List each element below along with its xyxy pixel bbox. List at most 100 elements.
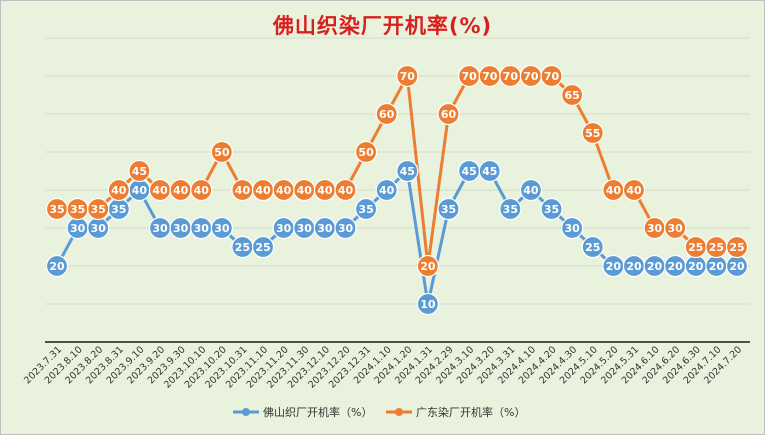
data-label: 25 [729,241,744,254]
data-label: 35 [70,203,85,216]
data-label: 20 [626,260,642,273]
data-point [437,197,460,221]
data-label: 40 [379,184,395,197]
data-label: 10 [420,298,436,311]
data-point [622,178,646,202]
data-label: 40 [317,184,333,197]
legend-marker [395,408,403,416]
data-label: 45 [461,165,476,178]
data-point [540,64,563,88]
data-label: 40 [606,184,622,197]
data-point [499,197,522,221]
data-label: 65 [564,89,579,102]
data-label: 30 [317,222,333,235]
data-label: 30 [564,222,580,235]
data-label: 40 [152,184,168,197]
data-label: 70 [544,70,560,83]
data-point [519,178,543,202]
data-label: 35 [441,203,456,216]
data-label: 70 [461,70,477,83]
data-label: 70 [400,70,416,83]
data-point [396,64,419,88]
data-label: 30 [338,222,354,235]
legend-label: 佛山织厂开机率（%） [263,405,372,419]
data-label: 60 [379,108,395,121]
data-point [478,159,501,183]
data-label: 40 [626,184,642,197]
data-point [416,292,440,316]
data-point [375,178,398,202]
data-label: 30 [647,222,663,235]
data-label: 30 [70,222,86,235]
data-label: 20 [49,260,65,273]
data-point [210,140,233,164]
data-label: 70 [482,70,498,83]
data-label: 35 [358,203,373,216]
data-label: 30 [173,222,189,235]
data-label: 70 [523,70,539,83]
data-label: 35 [49,203,64,216]
legend-label: 广东染厂开机率（%） [416,405,525,419]
data-label: 25 [235,241,250,254]
data-label: 30 [668,222,684,235]
data-point [107,178,130,202]
data-point [581,235,604,259]
data-label: 30 [152,222,168,235]
data-point [561,83,584,107]
data-point [396,159,419,183]
data-label: 40 [276,184,292,197]
data-point [354,140,378,164]
data-label: 55 [585,127,600,140]
data-point [540,197,563,221]
data-point [45,254,69,278]
data-point [334,178,357,202]
data-label: 45 [400,165,415,178]
legend: 佛山织厂开机率（%） 广东染厂开机率（%） [233,405,525,419]
data-point [251,235,275,259]
data-label: 40 [255,184,271,197]
data-label: 25 [585,241,600,254]
legend-marker [242,408,250,416]
data-label: 30 [91,222,107,235]
data-label: 40 [111,184,127,197]
data-point [128,159,151,183]
data-label: 30 [297,222,313,235]
data-label: 20 [709,260,725,273]
data-label: 35 [91,203,106,216]
data-point [581,121,604,145]
data-label: 30 [276,222,292,235]
data-label: 20 [668,260,684,273]
data-label: 40 [194,184,210,197]
data-label: 35 [544,203,559,216]
data-points: 20 30 30 35 40 30 30 30 30 25 25 30 30 30 30 35 40 45 10 35… [45,64,749,316]
data-label: 40 [132,184,148,197]
data-label: 20 [729,260,745,273]
data-point [210,216,233,240]
data-point [354,197,378,221]
data-label: 45 [132,165,147,178]
data-label: 40 [338,184,354,197]
data-label: 40 [523,184,539,197]
data-point [334,216,357,240]
data-label: 40 [297,184,313,197]
data-point [416,254,440,278]
data-point [190,178,213,202]
data-label: 40 [235,184,251,197]
data-label: 45 [482,165,497,178]
data-point [437,102,460,126]
chart-title: 佛山织染厂开机率(%) [272,14,493,38]
data-label: 35 [111,203,126,216]
data-label: 20 [420,260,436,273]
data-point [725,235,749,259]
x-tick-labels: 2023.7.312023.8.102023.8.202023.8.312023… [22,344,744,390]
data-point [375,102,398,126]
data-label: 20 [688,260,704,273]
data-label: 40 [173,184,189,197]
data-label: 50 [214,146,230,159]
data-label: 20 [606,260,622,273]
data-label: 35 [503,203,518,216]
data-label: 70 [503,70,519,83]
data-label: 20 [647,260,663,273]
